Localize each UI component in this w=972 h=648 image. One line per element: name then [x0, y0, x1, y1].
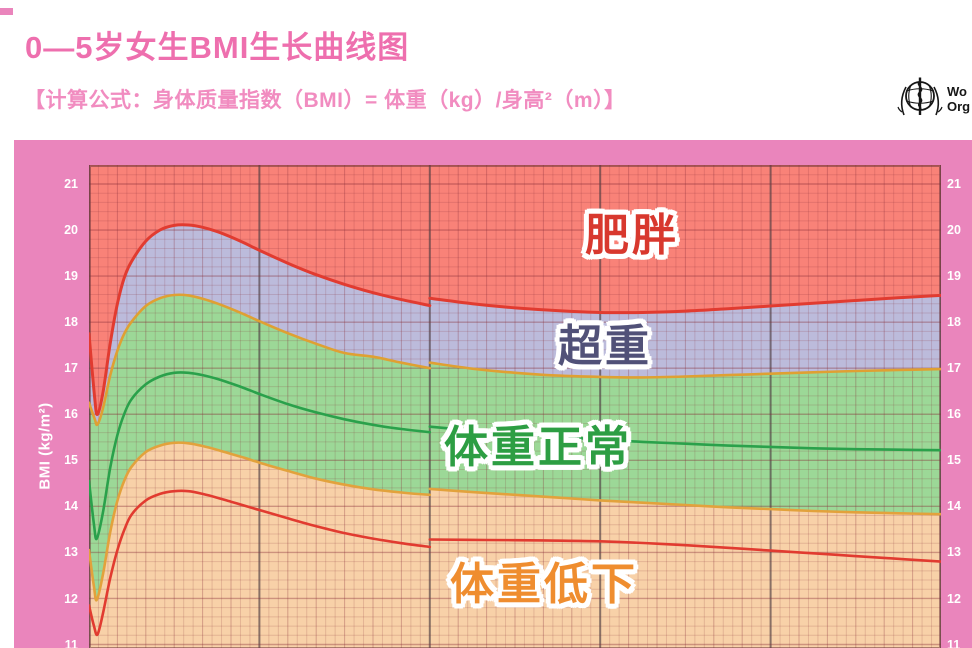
y-tick-right: 19	[947, 269, 961, 284]
y-tick-left: 17	[64, 361, 78, 376]
y-tick-right: 18	[947, 315, 961, 330]
who-logo: Wo Org	[897, 74, 970, 125]
y-tick-left: 15	[64, 453, 78, 468]
y-tick-left: 19	[64, 269, 78, 284]
y-tick-right: 12	[947, 591, 961, 606]
y-tick-left: 12	[64, 591, 78, 606]
y-tick-left: 18	[64, 315, 78, 330]
y-tick-right: 11	[947, 637, 961, 648]
cropped-corner-artifact	[0, 8, 13, 15]
who-logo-text: Wo Org	[947, 85, 970, 113]
page-title: 0—5岁女生BMI生长曲线图	[25, 30, 410, 65]
who-text-line1: Wo	[947, 84, 967, 100]
y-tick-right: 15	[947, 453, 961, 468]
y-tick-right: 13	[947, 545, 961, 560]
y-tick-right: 17	[947, 361, 961, 376]
y-tick-right: 16	[947, 407, 961, 422]
y-tick-right: 14	[947, 499, 961, 514]
who-emblem-icon	[897, 74, 943, 125]
who-text-line2: Org	[947, 98, 971, 114]
y-tick-right: 20	[947, 223, 961, 238]
y-tick-left: 13	[64, 545, 78, 560]
bmi-chart-plot	[89, 165, 941, 648]
y-tick-left: 11	[64, 637, 78, 648]
y-tick-right: 21	[947, 177, 961, 191]
y-tick-left: 14	[64, 499, 78, 514]
y-tick-left: 20	[64, 223, 78, 238]
y-tick-left: 21	[64, 177, 78, 191]
y-tick-left: 16	[64, 407, 78, 422]
bmi-formula-subtitle: 【计算公式：身体质量指数（BMI）= 体重（kg）/身高²（m）】	[24, 89, 626, 112]
